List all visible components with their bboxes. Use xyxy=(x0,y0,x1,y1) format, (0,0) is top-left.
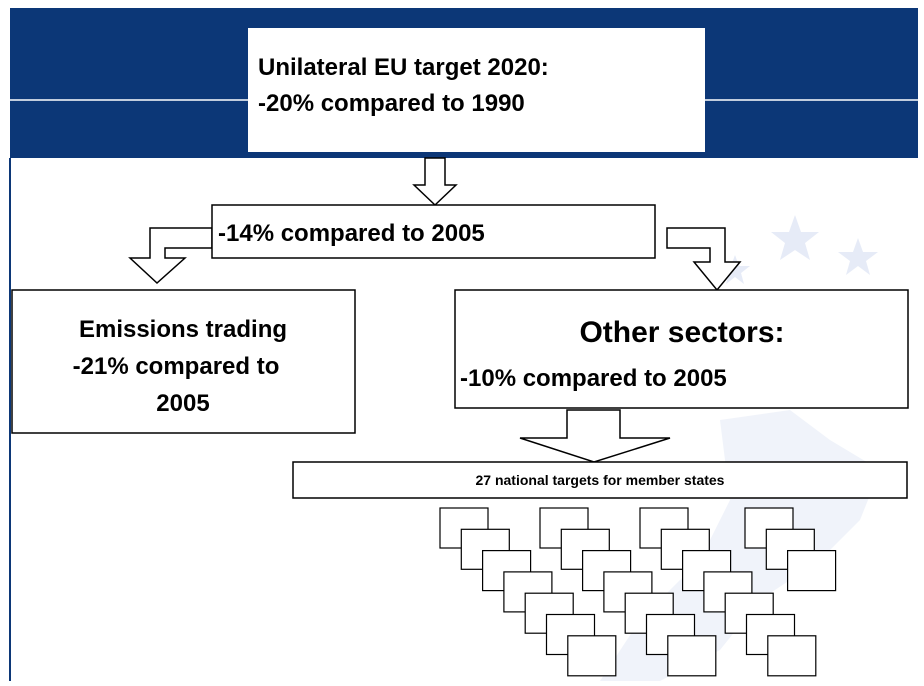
left-line-1: Emissions trading xyxy=(79,316,287,343)
header-line-2: -20% compared to 1990 xyxy=(258,90,525,117)
left-line-3: 2005 xyxy=(156,390,209,417)
header-line-1: Unilateral EU target 2020: xyxy=(258,54,549,81)
left-line-2: -21% compared to xyxy=(73,353,280,380)
national-text: 27 national targets for member states xyxy=(476,472,725,488)
arrow-big-down xyxy=(519,409,671,463)
arrow-left xyxy=(128,227,213,285)
arrow-down xyxy=(412,157,458,207)
star xyxy=(771,215,819,260)
left-box xyxy=(11,289,356,434)
middle-box xyxy=(211,204,656,259)
state-square xyxy=(667,635,717,677)
middle-text: -14% compared to 2005 xyxy=(218,220,485,247)
state-square xyxy=(567,635,617,677)
member-state-squares xyxy=(439,507,837,677)
arrow-right xyxy=(666,227,742,292)
state-square xyxy=(767,635,817,677)
right-title: Other sectors: xyxy=(579,316,784,349)
right-text: -10% compared to 2005 xyxy=(460,365,727,392)
star xyxy=(720,255,750,284)
star xyxy=(838,238,878,275)
national-box xyxy=(292,461,908,499)
right-box xyxy=(454,289,909,409)
state-square xyxy=(786,549,837,592)
header-box xyxy=(248,28,705,152)
